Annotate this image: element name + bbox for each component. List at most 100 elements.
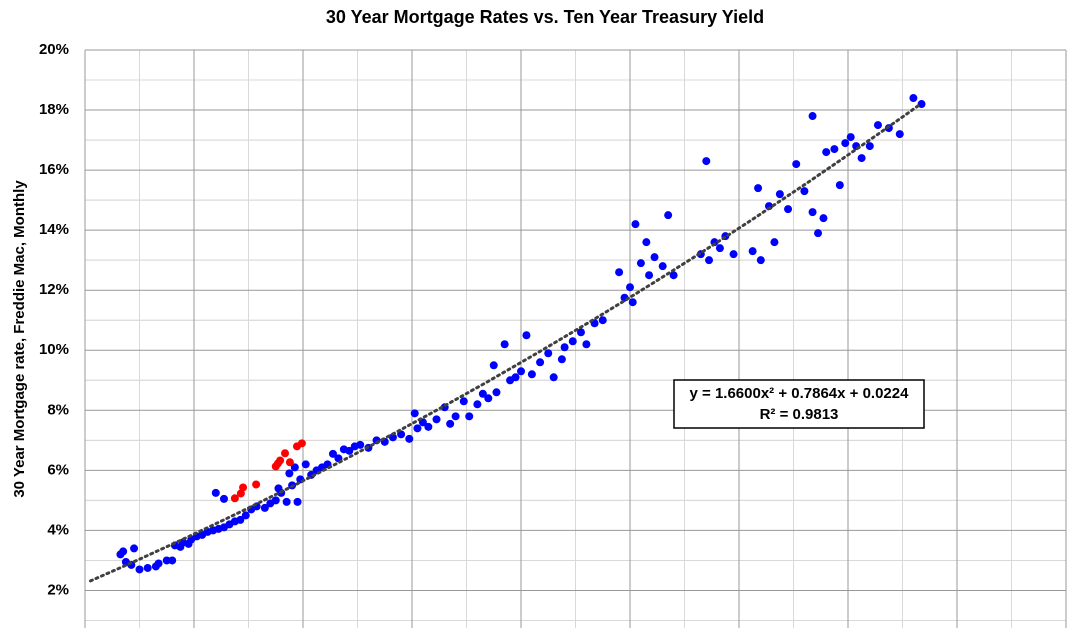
y-tick-label: 12% <box>39 281 69 298</box>
point <box>285 469 294 478</box>
point <box>544 349 553 358</box>
point <box>895 130 904 139</box>
point <box>241 511 250 520</box>
point <box>582 340 591 349</box>
point <box>846 133 855 142</box>
point <box>522 331 531 340</box>
point <box>873 121 882 130</box>
point <box>484 394 493 403</box>
point <box>345 446 354 455</box>
point <box>432 415 441 424</box>
point <box>658 262 667 271</box>
point <box>715 244 724 253</box>
y-tick-label: 14% <box>39 221 69 238</box>
point <box>800 187 809 196</box>
point <box>527 370 536 379</box>
point <box>705 256 714 265</box>
point <box>511 373 520 382</box>
chart-title: 30 Year Mortgage Rates vs. Ten Year Trea… <box>326 7 764 27</box>
point <box>615 268 624 277</box>
point <box>465 412 474 421</box>
point <box>260 503 269 512</box>
point <box>775 190 784 199</box>
point <box>492 388 501 397</box>
point <box>557 355 566 364</box>
point <box>808 112 817 121</box>
point <box>549 373 558 382</box>
y-tick-label: 20% <box>39 41 69 58</box>
equation-box <box>673 379 925 429</box>
point <box>424 422 433 431</box>
point <box>664 211 673 220</box>
point <box>517 367 525 376</box>
y-tick-label: 10% <box>39 341 69 358</box>
y-tick-label: 6% <box>47 461 69 478</box>
point <box>489 361 498 370</box>
point <box>909 94 918 103</box>
point <box>729 250 738 259</box>
point <box>301 460 310 469</box>
point <box>650 253 659 262</box>
point <box>297 439 306 448</box>
point <box>478 389 487 398</box>
point <box>857 154 866 163</box>
equation-text: R² = 0.9813 <box>760 406 839 423</box>
y-tick-label: 8% <box>47 401 69 418</box>
point <box>154 559 163 568</box>
y-tick-label: 2% <box>47 581 69 598</box>
point <box>819 214 828 223</box>
point <box>598 316 607 325</box>
point <box>211 488 220 497</box>
y-tick-label: 16% <box>39 161 69 178</box>
point <box>285 458 294 467</box>
point <box>628 298 637 307</box>
y-axis-label: 30 Year Mortgage rate, Freddie Mac, Mont… <box>11 180 28 498</box>
point <box>636 259 645 268</box>
point <box>770 238 779 247</box>
equation-text: y = 1.6600x² + 0.7864x + 0.0224 <box>690 385 910 402</box>
point <box>119 547 128 556</box>
point <box>405 434 414 443</box>
point <box>274 484 283 493</box>
point <box>835 181 844 190</box>
point <box>135 565 144 574</box>
point <box>273 459 282 468</box>
point <box>536 358 545 367</box>
trendline <box>89 103 921 583</box>
point <box>822 148 831 157</box>
point <box>293 497 302 506</box>
point <box>290 463 299 472</box>
point <box>410 409 419 418</box>
point <box>451 412 460 421</box>
point <box>560 343 569 352</box>
point <box>830 145 839 154</box>
point <box>236 515 245 524</box>
point <box>814 229 823 238</box>
point <box>236 489 245 498</box>
point <box>282 497 291 506</box>
point <box>631 220 640 229</box>
point <box>252 480 261 489</box>
point <box>702 157 711 166</box>
point <box>230 494 239 503</box>
point <box>500 340 509 349</box>
point <box>754 184 763 193</box>
point <box>808 208 817 217</box>
point <box>642 238 651 247</box>
point <box>388 433 397 442</box>
point <box>239 483 248 492</box>
point <box>756 256 765 265</box>
y-tick-label: 4% <box>47 521 69 538</box>
point <box>841 139 850 148</box>
point <box>748 247 757 256</box>
point <box>219 494 228 503</box>
point <box>669 271 678 280</box>
point <box>130 544 139 553</box>
point <box>271 496 280 505</box>
point <box>356 440 365 449</box>
point <box>784 205 793 214</box>
point <box>413 424 422 433</box>
point <box>168 556 177 565</box>
point <box>645 271 654 280</box>
point <box>473 400 482 409</box>
